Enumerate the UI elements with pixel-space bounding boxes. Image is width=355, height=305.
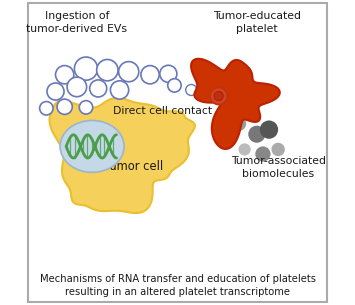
Circle shape	[97, 59, 118, 81]
Circle shape	[79, 101, 93, 114]
Polygon shape	[191, 59, 280, 149]
Polygon shape	[50, 98, 195, 213]
Circle shape	[141, 66, 159, 84]
Circle shape	[67, 77, 87, 97]
Circle shape	[90, 80, 107, 97]
FancyBboxPatch shape	[28, 3, 327, 302]
Circle shape	[248, 126, 265, 143]
Text: Ingestion of
tumor-derived EVs: Ingestion of tumor-derived EVs	[26, 11, 127, 34]
Circle shape	[160, 65, 177, 82]
Circle shape	[255, 146, 271, 162]
Circle shape	[110, 81, 129, 99]
Circle shape	[260, 120, 278, 139]
Text: Tumor-associated
biomolecules: Tumor-associated biomolecules	[231, 156, 326, 179]
Circle shape	[272, 143, 285, 156]
Text: Mechanisms of RNA transfer and education of platelets
resulting in an altered pl: Mechanisms of RNA transfer and education…	[39, 274, 316, 297]
Circle shape	[119, 62, 139, 82]
Text: Direct cell contact: Direct cell contact	[113, 106, 212, 116]
Circle shape	[214, 92, 223, 101]
Circle shape	[47, 83, 64, 100]
Circle shape	[75, 57, 98, 80]
Circle shape	[40, 102, 53, 115]
Circle shape	[168, 79, 181, 92]
Circle shape	[231, 116, 246, 131]
Circle shape	[57, 99, 72, 114]
Circle shape	[186, 84, 197, 95]
Text: Tumor-educated
platelet: Tumor-educated platelet	[213, 11, 301, 34]
Circle shape	[210, 88, 227, 105]
Ellipse shape	[60, 120, 124, 172]
Circle shape	[239, 143, 251, 156]
Circle shape	[55, 66, 74, 84]
Text: Tumor cell: Tumor cell	[104, 160, 163, 173]
